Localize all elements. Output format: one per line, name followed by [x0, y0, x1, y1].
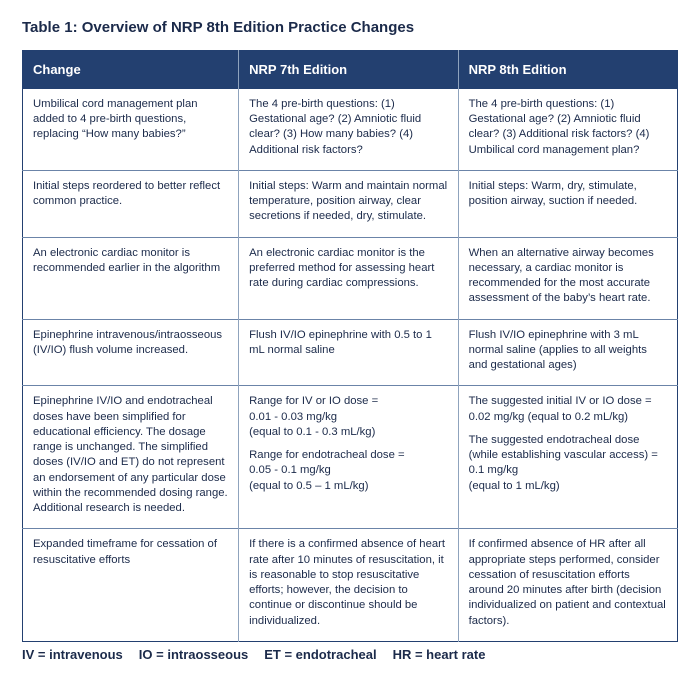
cell-change: Epinephrine intravenous/intraosseous (IV… — [23, 319, 239, 386]
header-row: Change NRP 7th Edition NRP 8th Edition — [23, 51, 678, 89]
table-row: Umbilical cord management plan added to … — [23, 89, 678, 171]
legend-et: ET = endotracheal — [264, 646, 376, 664]
cell-8th: Flush IV/IO epinephrine with 3 mL normal… — [458, 319, 677, 386]
cell-paragraph: Range for endotracheal dose = 0.05 - 0.1… — [249, 448, 447, 494]
cell-8th: The suggested initial IV or IO dose = 0.… — [458, 386, 677, 529]
cell-7th: Range for IV or IO dose = 0.01 - 0.03 mg… — [239, 386, 458, 529]
cell-paragraph: Epinephrine intravenous/intraosseous (IV… — [33, 328, 228, 359]
cell-8th: When an alternative airway becomes neces… — [458, 237, 677, 319]
cell-change: Expanded timeframe for cessation of resu… — [23, 529, 239, 642]
cell-7th: An electronic cardiac monitor is the pre… — [239, 237, 458, 319]
table-row: Epinephrine intravenous/intraosseous (IV… — [23, 319, 678, 386]
col-header-change: Change — [23, 51, 239, 89]
cell-change: An electronic cardiac monitor is recomme… — [23, 237, 239, 319]
cell-paragraph: Range for IV or IO dose = 0.01 - 0.03 mg… — [249, 394, 447, 440]
cell-paragraph: Initial steps reordered to better reflec… — [33, 179, 228, 210]
table-title: Table 1: Overview of NRP 8th Edition Pra… — [22, 18, 678, 38]
cell-change: Initial steps reordered to better reflec… — [23, 170, 239, 237]
table-row: An electronic cardiac monitor is recomme… — [23, 237, 678, 319]
cell-paragraph: Initial steps: Warm, dry, stimulate, pos… — [469, 179, 667, 210]
cell-paragraph: Epinephrine IV/IO and endotracheal doses… — [33, 394, 228, 516]
cell-paragraph: An electronic cardiac monitor is recomme… — [33, 246, 228, 277]
cell-7th: Initial steps: Warm and maintain normal … — [239, 170, 458, 237]
table-row: Epinephrine IV/IO and endotracheal doses… — [23, 386, 678, 529]
cell-change: Umbilical cord management plan added to … — [23, 89, 239, 171]
legend-hr: HR = heart rate — [393, 646, 486, 664]
cell-paragraph: Flush IV/IO epinephrine with 3 mL normal… — [469, 328, 667, 374]
cell-paragraph: If confirmed absence of HR after all app… — [469, 537, 667, 629]
col-header-7th: NRP 7th Edition — [239, 51, 458, 89]
cell-paragraph: The suggested endotracheal dose (while e… — [469, 433, 667, 494]
practice-changes-table: Change NRP 7th Edition NRP 8th Edition U… — [22, 50, 678, 642]
cell-paragraph: An electronic cardiac monitor is the pre… — [249, 246, 447, 292]
cell-paragraph: The suggested initial IV or IO dose = 0.… — [469, 394, 667, 425]
cell-7th: If there is a confirmed absence of heart… — [239, 529, 458, 642]
cell-paragraph: If there is a confirmed absence of heart… — [249, 537, 447, 629]
table-row: Initial steps reordered to better reflec… — [23, 170, 678, 237]
cell-change: Epinephrine IV/IO and endotracheal doses… — [23, 386, 239, 529]
cell-paragraph: Expanded timeframe for cessation of resu… — [33, 537, 228, 568]
table-row: Expanded timeframe for cessation of resu… — [23, 529, 678, 642]
cell-7th: Flush IV/IO epinephrine with 0.5 to 1 mL… — [239, 319, 458, 386]
legend-iv: IV = intravenous — [22, 646, 123, 664]
col-header-8th: NRP 8th Edition — [458, 51, 677, 89]
cell-paragraph: When an alternative airway becomes neces… — [469, 246, 667, 307]
cell-paragraph: Umbilical cord management plan added to … — [33, 97, 228, 143]
cell-8th: If confirmed absence of HR after all app… — [458, 529, 677, 642]
cell-8th: The 4 pre-birth questions: (1) Gestation… — [458, 89, 677, 171]
cell-7th: The 4 pre-birth questions: (1) Gestation… — [239, 89, 458, 171]
cell-paragraph: Initial steps: Warm and maintain normal … — [249, 179, 447, 225]
cell-paragraph: The 4 pre-birth questions: (1) Gestation… — [469, 97, 667, 158]
cell-paragraph: Flush IV/IO epinephrine with 0.5 to 1 mL… — [249, 328, 447, 359]
abbreviation-legend: IV = intravenous IO = intraosseous ET = … — [22, 646, 678, 664]
cell-paragraph: The 4 pre-birth questions: (1) Gestation… — [249, 97, 447, 158]
legend-io: IO = intraosseous — [139, 646, 248, 664]
cell-8th: Initial steps: Warm, dry, stimulate, pos… — [458, 170, 677, 237]
